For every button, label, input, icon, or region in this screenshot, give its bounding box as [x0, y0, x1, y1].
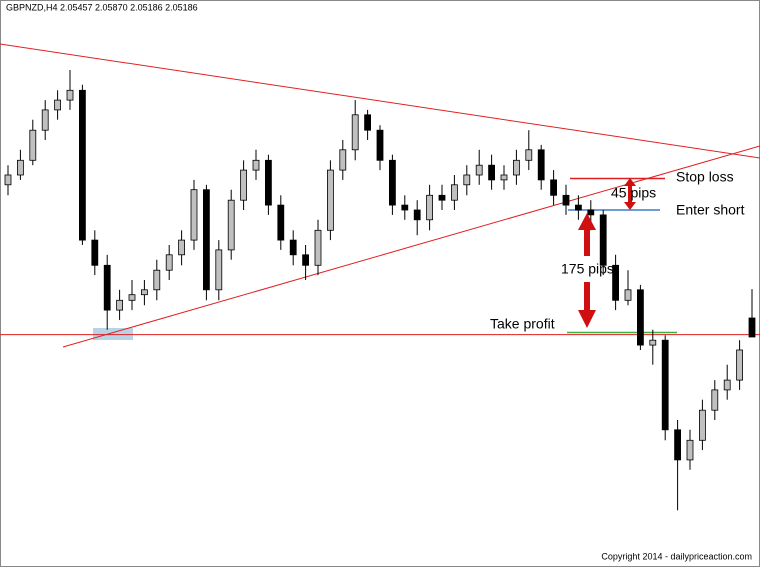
candle-body	[612, 264, 619, 301]
candle-body	[463, 174, 471, 186]
candle-body	[289, 239, 297, 256]
candle-body	[54, 99, 61, 111]
candle-body	[16, 159, 24, 176]
candle-body	[413, 209, 421, 221]
candle-body	[351, 114, 359, 151]
candle-body	[401, 204, 409, 211]
candle-body	[649, 339, 657, 346]
arrow-head	[624, 202, 636, 210]
candle-body	[550, 179, 557, 196]
candle-body	[252, 159, 260, 171]
candle-body	[624, 289, 632, 301]
arrow-head	[578, 213, 596, 230]
candle-body	[339, 149, 347, 171]
arrow-shaft	[628, 186, 632, 202]
candle-body	[537, 149, 545, 181]
candle-body	[661, 339, 669, 431]
chart-header: GBPNZD,H4 2.05457 2.05870 2.05186 2.0518…	[6, 2, 198, 12]
candle-body	[674, 429, 681, 461]
lower-trendline	[62, 145, 760, 348]
candle-body	[525, 149, 533, 161]
arrow-head	[578, 310, 596, 328]
candle-body	[116, 299, 123, 311]
candle-body	[438, 194, 446, 201]
level-label: Enter short	[676, 202, 745, 218]
candle-body	[215, 249, 223, 291]
level-label: Stop loss	[676, 169, 734, 185]
candle-body	[488, 164, 496, 181]
candle-body	[699, 409, 706, 441]
candle-body	[314, 229, 322, 266]
level-label: Take profit	[490, 316, 555, 332]
candle-body	[128, 294, 136, 301]
candle-body	[599, 214, 607, 266]
candle-body	[637, 289, 644, 346]
highlight-zone	[93, 328, 133, 340]
candle-body	[202, 189, 210, 291]
candle-body	[66, 89, 74, 101]
candle-body	[500, 174, 508, 181]
candle-body	[575, 204, 582, 211]
candle-body	[29, 129, 37, 161]
candle-body	[450, 184, 458, 201]
candle-body	[165, 254, 173, 271]
candle-body	[376, 129, 384, 161]
candle-body	[190, 189, 198, 241]
candle-body	[79, 89, 86, 241]
candle-body	[264, 159, 272, 206]
candle-body	[153, 269, 161, 291]
annotation: 45 pips	[611, 185, 656, 201]
candle-body	[475, 164, 483, 176]
candle-body	[587, 209, 595, 216]
candle-body	[686, 439, 694, 461]
candle-body	[364, 114, 372, 131]
candle-body	[388, 159, 396, 206]
candle-body	[103, 264, 111, 311]
candle-body	[240, 169, 248, 201]
candle-body	[326, 169, 334, 231]
candle-body	[277, 204, 285, 241]
annotation: 175 pips	[561, 261, 614, 277]
arrow-shaft	[584, 228, 590, 256]
arrows	[578, 178, 636, 328]
upper-trendline	[0, 43, 760, 159]
arrow-shaft	[584, 282, 590, 312]
candle-body	[513, 159, 520, 176]
candle-body	[140, 289, 148, 296]
arrow-head	[624, 178, 636, 186]
candle-body	[426, 194, 434, 221]
candle-body	[736, 349, 743, 381]
candle-body	[748, 317, 756, 338]
candle-body	[302, 254, 310, 266]
candle-body	[4, 174, 12, 186]
candle-body	[562, 194, 570, 206]
candle-body	[723, 379, 731, 391]
candle-body	[227, 199, 235, 251]
candle-body	[711, 389, 719, 411]
candle-body	[178, 239, 186, 256]
candle-body	[41, 109, 49, 131]
candle-body	[91, 239, 99, 266]
copyright: Copyright 2014 - dailypriceaction.com	[601, 551, 752, 561]
